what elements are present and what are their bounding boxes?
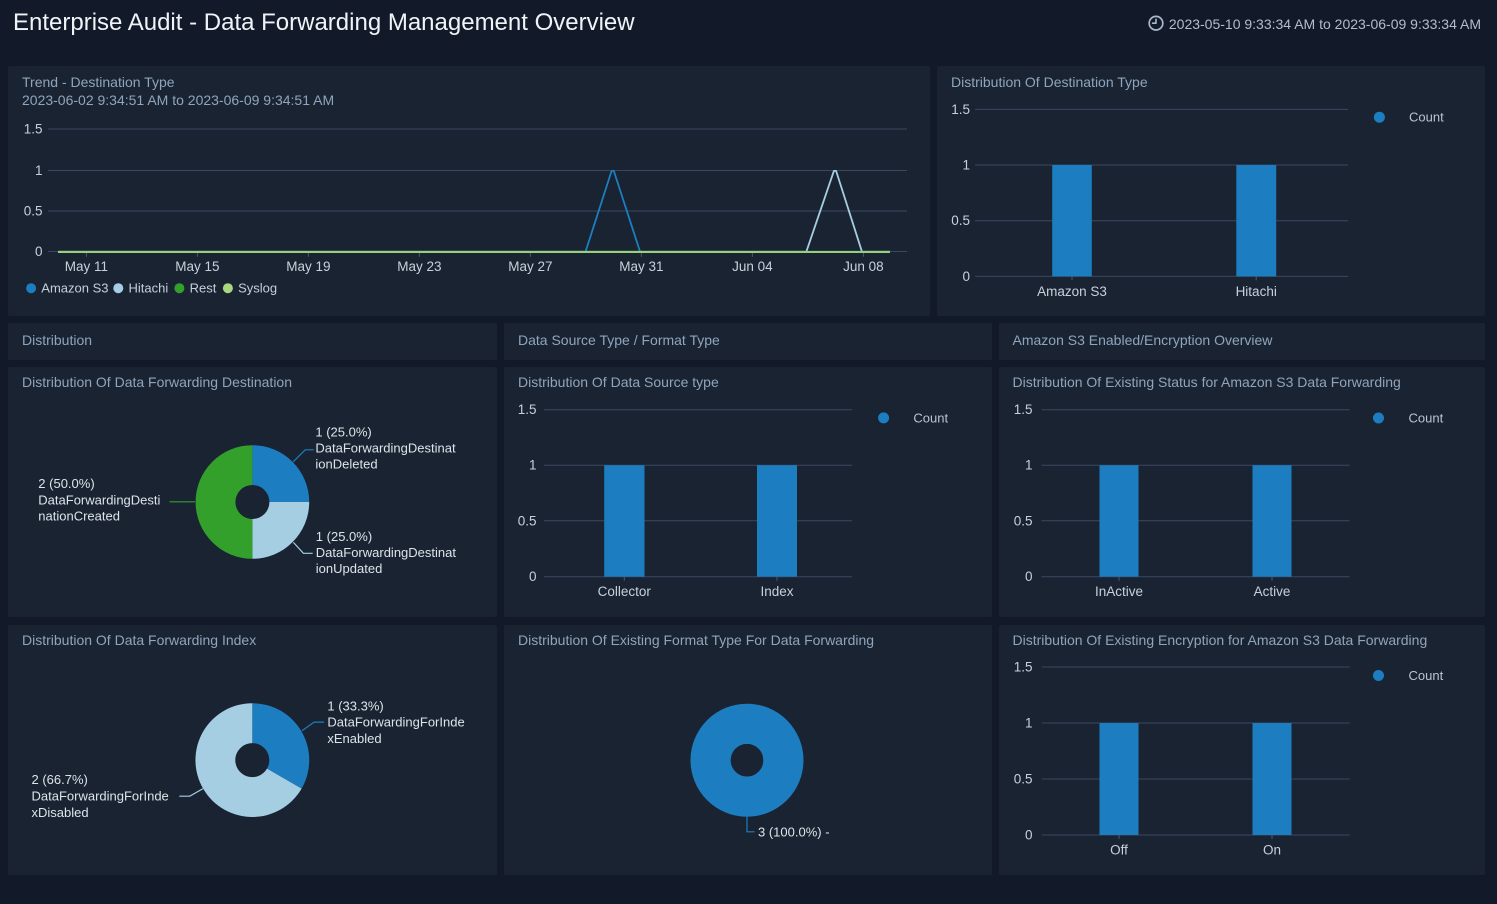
svg-text:0.5: 0.5 [24, 203, 43, 218]
svg-text:May 19: May 19 [286, 258, 330, 273]
svg-text:nationCreated: nationCreated [38, 509, 120, 524]
svg-text:0.5: 0.5 [1013, 513, 1032, 528]
svg-text:On: On [1262, 843, 1280, 858]
svg-text:Count: Count [1409, 109, 1444, 124]
svg-text:May 11: May 11 [65, 258, 108, 273]
svg-text:1.5: 1.5 [518, 402, 537, 417]
svg-text:May 15: May 15 [175, 258, 219, 273]
svg-text:0.5: 0.5 [1013, 772, 1032, 787]
svg-text:Off: Off [1110, 843, 1128, 858]
svg-text:1.5: 1.5 [24, 121, 43, 136]
svg-text:ionUpdated: ionUpdated [316, 561, 383, 576]
svg-text:Count: Count [1408, 411, 1443, 426]
svg-text:Hitachi: Hitachi [1236, 283, 1277, 298]
svg-text:0.5: 0.5 [518, 513, 537, 528]
svg-text:Rest: Rest [190, 280, 217, 295]
svg-text:DataForwardingDestinat: DataForwardingDestinat [316, 545, 457, 560]
svg-text:1 (33.3%): 1 (33.3%) [327, 699, 383, 714]
svg-text:Active: Active [1253, 584, 1290, 599]
svg-text:May 27: May 27 [508, 258, 552, 273]
svg-text:1: 1 [962, 157, 970, 172]
svg-text:2 (66.7%): 2 (66.7%) [32, 772, 88, 787]
svg-text:0: 0 [1024, 569, 1032, 584]
svg-text:Index: Index [760, 584, 793, 599]
svg-text:1.5: 1.5 [1013, 402, 1032, 417]
svg-text:Jun 04: Jun 04 [732, 258, 773, 273]
svg-text:0: 0 [1024, 828, 1032, 843]
svg-text:xDisabled: xDisabled [32, 805, 89, 820]
svg-text:DataForwardingDesti: DataForwardingDesti [38, 492, 160, 507]
svg-text:1.5: 1.5 [1013, 660, 1032, 675]
svg-text:1: 1 [35, 163, 43, 178]
svg-text:1.5: 1.5 [951, 101, 970, 116]
svg-text:3 (100.0%) -: 3 (100.0%) - [758, 825, 830, 840]
svg-text:DataForwardingForInde: DataForwardingForInde [327, 715, 464, 730]
svg-text:xEnabled: xEnabled [327, 731, 381, 746]
svg-text:Count: Count [1408, 668, 1443, 683]
svg-text:0: 0 [35, 244, 43, 259]
svg-text:0.5: 0.5 [951, 213, 970, 228]
svg-text:1: 1 [529, 458, 537, 473]
svg-text:DataForwardingForInde: DataForwardingForInde [32, 789, 169, 804]
svg-text:InActive: InActive [1094, 584, 1142, 599]
svg-text:Amazon S3: Amazon S3 [1037, 283, 1107, 298]
svg-text:1 (25.0%): 1 (25.0%) [316, 529, 372, 544]
svg-text:0: 0 [962, 268, 970, 283]
svg-text:ionDeleted: ionDeleted [315, 456, 377, 471]
svg-text:Hitachi: Hitachi [129, 280, 169, 295]
svg-text:May 31: May 31 [619, 258, 663, 273]
svg-text:Collector: Collector [598, 584, 652, 599]
svg-text:2 (50.0%): 2 (50.0%) [38, 476, 94, 491]
svg-text:Jun 08: Jun 08 [843, 258, 884, 273]
svg-text:0: 0 [529, 569, 537, 584]
svg-text:1: 1 [1024, 458, 1032, 473]
svg-text:DataForwardingDestinat: DataForwardingDestinat [315, 440, 456, 455]
svg-text:Amazon S3: Amazon S3 [41, 280, 108, 295]
svg-text:1: 1 [1024, 716, 1032, 731]
svg-text:Count: Count [913, 410, 948, 425]
svg-text:1 (25.0%): 1 (25.0%) [315, 424, 371, 439]
svg-text:Syslog: Syslog [238, 280, 277, 295]
svg-text:May 23: May 23 [397, 258, 441, 273]
